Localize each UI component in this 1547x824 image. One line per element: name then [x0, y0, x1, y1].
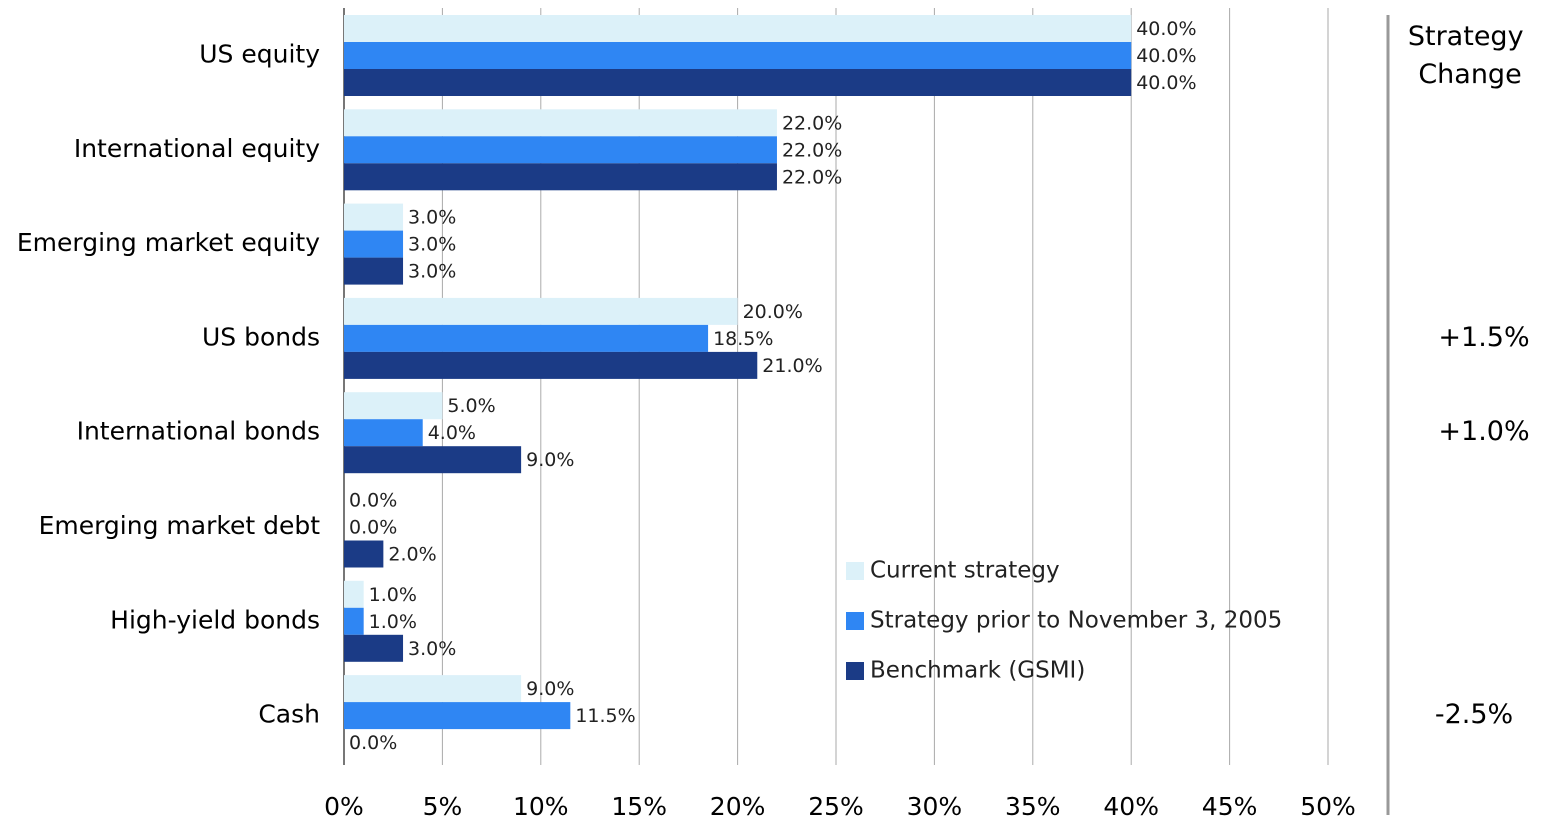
x-tick-label: 30% [907, 792, 963, 821]
category-label: Emerging market equity [17, 228, 320, 257]
value-label: 21.0% [762, 355, 822, 377]
bar [344, 540, 384, 568]
x-tick-label: 40% [1103, 792, 1159, 821]
value-label: 18.5% [713, 328, 773, 350]
value-label: 20.0% [743, 301, 803, 323]
bar [344, 136, 777, 164]
bar [344, 297, 738, 325]
bar [344, 419, 423, 447]
value-label: 2.0% [388, 544, 436, 566]
bar [344, 257, 404, 285]
strategy-change-title: Strategy Change [1408, 21, 1532, 90]
category-label: Cash [258, 700, 320, 729]
value-label: 9.0% [526, 449, 574, 471]
value-label: 1.0% [369, 611, 417, 633]
value-label: 9.0% [526, 678, 574, 700]
category-label: US bonds [202, 322, 320, 351]
x-tick-label: 25% [808, 792, 864, 821]
value-label: 22.0% [782, 139, 842, 161]
value-label: 40.0% [1136, 18, 1196, 40]
value-label: 4.0% [428, 422, 476, 444]
bar [344, 446, 522, 474]
bar [344, 42, 1132, 69]
x-tick-label: 0% [324, 792, 364, 821]
legend-swatch [846, 562, 864, 580]
value-label: 3.0% [408, 207, 456, 229]
legend-swatch [846, 612, 864, 630]
category-label: High-yield bonds [110, 605, 320, 634]
x-tick-label: 10% [513, 792, 569, 821]
bar [344, 69, 1132, 96]
value-label: 3.0% [408, 638, 456, 660]
category-label: Emerging market debt [39, 511, 321, 540]
bar [344, 351, 758, 379]
value-label: 3.0% [408, 234, 456, 256]
category-label: International bonds [77, 417, 320, 446]
bar [344, 230, 404, 258]
bar [344, 634, 404, 662]
x-tick-label: 15% [611, 792, 667, 821]
value-label: 5.0% [447, 395, 495, 417]
bar [344, 702, 571, 730]
bar [344, 163, 777, 191]
strategy-change: +1.0% [1438, 416, 1529, 447]
value-label: 11.5% [575, 705, 635, 727]
bar [344, 392, 443, 420]
category-label: US equity [199, 40, 320, 69]
bar [344, 580, 364, 608]
x-tick-label: 50% [1300, 792, 1356, 821]
legend-label: Current strategy [870, 558, 1060, 584]
bar [344, 203, 404, 231]
legend-label: Benchmark (GSMI) [870, 658, 1085, 684]
bar [344, 15, 1132, 42]
value-label: 0.0% [349, 732, 397, 754]
value-label: 1.0% [369, 584, 417, 606]
x-tick-label: 5% [423, 792, 463, 821]
value-label: 40.0% [1136, 45, 1196, 67]
legend-label: Strategy prior to November 3, 2005 [870, 608, 1282, 634]
bar [344, 607, 364, 635]
bar [344, 109, 777, 137]
x-tick-label: 45% [1202, 792, 1258, 821]
value-label: 0.0% [349, 490, 397, 512]
value-label: 0.0% [349, 517, 397, 539]
value-label: 22.0% [782, 166, 842, 188]
x-tick-label: 35% [1005, 792, 1061, 821]
bar [344, 675, 522, 703]
x-tick-label: 20% [710, 792, 766, 821]
strategy-change: +1.5% [1438, 322, 1529, 353]
strategy-change: -2.5% [1435, 699, 1513, 730]
value-label: 40.0% [1136, 72, 1196, 94]
bar [344, 324, 709, 352]
legend-swatch [846, 662, 864, 680]
value-label: 3.0% [408, 261, 456, 283]
value-label: 22.0% [782, 112, 842, 134]
category-label: International equity [74, 134, 320, 163]
